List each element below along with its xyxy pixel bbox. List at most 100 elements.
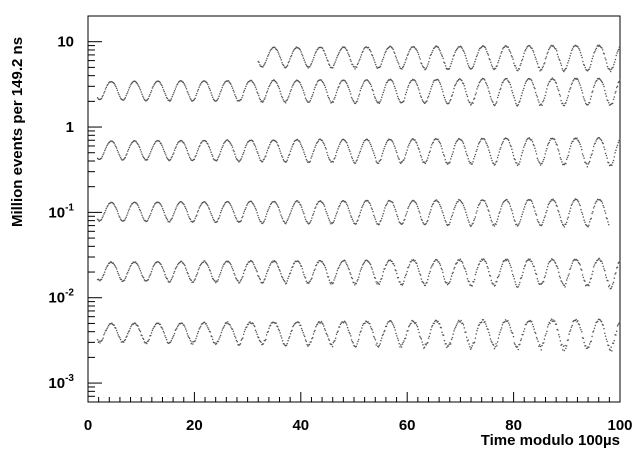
data-point bbox=[561, 281, 563, 283]
data-point bbox=[404, 337, 407, 340]
data-point bbox=[127, 269, 130, 272]
data-point bbox=[594, 82, 596, 84]
data-point bbox=[457, 139, 459, 141]
data-point bbox=[138, 328, 140, 330]
data-point bbox=[292, 204, 295, 206]
data-point bbox=[520, 338, 523, 340]
data-point bbox=[335, 59, 337, 61]
data-point bbox=[246, 143, 248, 145]
data-point bbox=[216, 98, 219, 101]
data-point bbox=[454, 51, 456, 54]
data-point bbox=[374, 63, 377, 66]
data-point bbox=[402, 65, 405, 68]
data-point bbox=[362, 141, 365, 144]
data-point bbox=[319, 138, 322, 141]
data-point bbox=[523, 144, 526, 146]
data-point bbox=[513, 277, 516, 280]
data-point bbox=[406, 149, 408, 151]
data-point bbox=[257, 336, 260, 339]
data-point bbox=[253, 205, 256, 208]
data-point bbox=[490, 340, 493, 342]
data-point bbox=[421, 65, 424, 67]
data-point bbox=[493, 68, 495, 71]
data-point bbox=[393, 326, 396, 329]
data-point bbox=[252, 262, 254, 264]
data-point bbox=[286, 219, 289, 222]
data-point bbox=[581, 274, 584, 276]
data-point bbox=[606, 217, 608, 220]
data-point bbox=[444, 65, 447, 67]
data-point bbox=[328, 98, 331, 100]
data-point bbox=[350, 60, 352, 63]
data-point bbox=[546, 147, 548, 150]
data-point bbox=[361, 264, 364, 266]
data-point bbox=[355, 345, 358, 348]
data-point bbox=[253, 266, 256, 268]
data-point bbox=[434, 320, 436, 322]
data-point bbox=[582, 276, 585, 279]
data-point bbox=[192, 343, 194, 345]
data-point bbox=[507, 138, 509, 141]
data-point bbox=[550, 259, 552, 262]
data-point bbox=[336, 149, 339, 152]
data-point bbox=[338, 205, 340, 208]
data-point bbox=[550, 78, 553, 80]
data-point bbox=[484, 202, 487, 205]
data-point bbox=[444, 62, 446, 64]
data-point bbox=[284, 100, 286, 103]
data-point bbox=[362, 203, 365, 206]
data-point bbox=[490, 279, 493, 282]
y-tick-label: 10 bbox=[57, 34, 74, 51]
data-point bbox=[596, 259, 599, 261]
data-point bbox=[488, 92, 491, 94]
data-point bbox=[150, 89, 153, 92]
data-point bbox=[194, 156, 196, 158]
data-point bbox=[604, 269, 606, 272]
data-point bbox=[520, 276, 523, 279]
data-point bbox=[357, 340, 359, 343]
y-axis-title: Million events per 149.2 ns bbox=[9, 37, 26, 227]
data-point bbox=[278, 147, 281, 150]
data-point bbox=[404, 274, 407, 277]
data-point bbox=[265, 272, 268, 275]
data-point bbox=[507, 139, 510, 142]
data-point bbox=[124, 156, 127, 159]
data-point bbox=[511, 332, 514, 335]
data-point bbox=[508, 262, 511, 264]
data-point bbox=[463, 84, 466, 87]
data-point bbox=[546, 265, 549, 268]
data-point bbox=[427, 341, 429, 344]
data-point bbox=[427, 63, 429, 65]
data-point bbox=[107, 264, 109, 266]
data-point bbox=[418, 56, 421, 58]
data-point bbox=[542, 219, 545, 221]
data-point bbox=[207, 266, 210, 269]
data-point bbox=[319, 200, 322, 202]
data-point bbox=[210, 213, 212, 215]
data-point bbox=[523, 87, 525, 90]
data-point bbox=[169, 158, 172, 161]
data-point bbox=[603, 268, 605, 270]
data-point bbox=[324, 266, 327, 269]
data-point bbox=[119, 338, 122, 341]
data-point bbox=[391, 321, 393, 324]
data-point bbox=[533, 328, 535, 330]
data-point bbox=[167, 280, 169, 282]
data-point bbox=[536, 157, 539, 159]
data-point bbox=[169, 99, 172, 102]
data-point bbox=[485, 83, 488, 85]
data-point bbox=[402, 222, 404, 224]
data-point bbox=[350, 96, 353, 99]
data-point bbox=[180, 260, 183, 263]
data-point bbox=[555, 50, 558, 52]
data-point bbox=[103, 211, 106, 214]
data-point bbox=[601, 49, 604, 51]
data-point bbox=[103, 90, 106, 93]
data-point bbox=[380, 96, 383, 98]
data-point bbox=[546, 53, 548, 55]
data-point bbox=[450, 98, 452, 101]
data-point bbox=[117, 212, 119, 215]
data-point bbox=[431, 324, 434, 327]
data-point bbox=[617, 48, 620, 51]
data-point bbox=[137, 84, 139, 86]
